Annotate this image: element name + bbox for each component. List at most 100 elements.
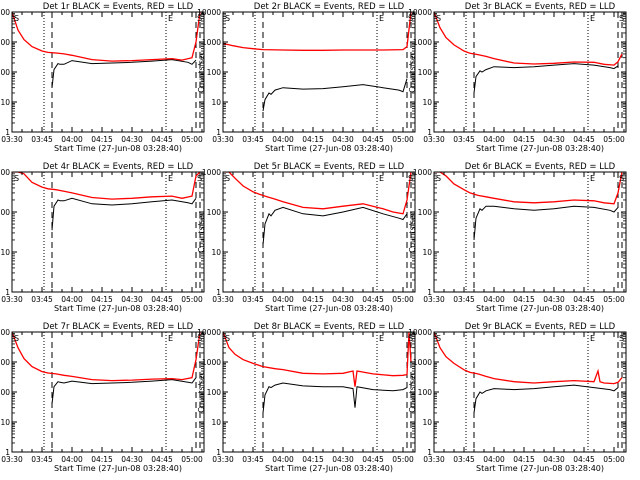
y-tick-label: 10 [0, 418, 10, 427]
x-tick-label: 03:30 [212, 295, 234, 304]
x-tick-label: 03:30 [1, 295, 23, 304]
lld-series-line [223, 172, 412, 215]
x-tick-label: 04:15 [302, 455, 324, 464]
x-tick-label: 04:30 [332, 135, 354, 144]
corner-mark: S [436, 14, 441, 23]
x-tick-label: 04:00 [61, 135, 83, 144]
corner-mark: E [590, 174, 595, 183]
corner-mark: E [168, 334, 173, 343]
lld-series-line [434, 332, 623, 385]
y-tick-label: 1000 [202, 358, 221, 367]
x-tick-label: 04:30 [121, 135, 143, 144]
corner-mark: E [379, 14, 384, 23]
y-tick-label: 1 [216, 288, 221, 297]
y-tick-label: 10000 [0, 328, 10, 337]
x-tick-label: 03:45 [31, 135, 53, 144]
panel-title: Det 7r BLACK = Events, RED = LLD [43, 322, 194, 332]
x-tick-label: 04:00 [483, 135, 505, 144]
y-tick-label: 1000 [413, 358, 432, 367]
x-tick-label: 03:45 [31, 295, 53, 304]
y-tick-label: 10 [0, 98, 10, 107]
x-tick-label: 04:45 [151, 455, 173, 464]
y-tick-label: 1000 [0, 358, 10, 367]
corner-mark: S [197, 14, 202, 23]
x-tick-label: 04:30 [121, 295, 143, 304]
events-series-line [473, 63, 619, 94]
x-tick-label: 04:30 [121, 455, 143, 464]
x-tick-label: 03:45 [453, 135, 475, 144]
events-series-line [262, 382, 408, 414]
corner-mark: S [436, 334, 441, 343]
y-tick-label: 1000 [0, 168, 10, 177]
corner-mark: S [619, 334, 624, 343]
x-tick-label: 04:00 [61, 295, 83, 304]
lld-series-line [12, 332, 201, 382]
x-tick-label: 04:45 [151, 295, 173, 304]
y-tick-label: 100 [418, 388, 433, 397]
y-tick-label: 100 [207, 208, 222, 217]
y-axis-label: Counts/sec [408, 211, 417, 252]
x-tick-label: 04:15 [91, 455, 113, 464]
x-axis-label: Start Time (27-Jun-08 03:28:40) [265, 304, 393, 313]
x-tick-label: 04:00 [61, 455, 83, 464]
plot-frame [433, 11, 627, 133]
events-series-line [262, 78, 408, 112]
x-axis-label: Start Time (27-Jun-08 03:28:40) [54, 144, 182, 153]
y-tick-label: 1000 [0, 38, 10, 47]
corner-mark: S [225, 174, 230, 183]
y-tick-label: 10 [422, 98, 432, 107]
y-tick-label: 1000 [202, 38, 221, 47]
panel-title: Det 4r BLACK = Events, RED = LLD [43, 162, 194, 172]
detector-panel: Det 5r BLACK = Events, RED = LLD 1 10 100 10… [197, 162, 416, 313]
x-tick-label: 04:15 [91, 135, 113, 144]
x-tick-label: 04:15 [302, 295, 324, 304]
y-tick-label: 10 [211, 98, 221, 107]
corner-mark: S [436, 174, 441, 183]
x-tick-label: 04:45 [362, 295, 384, 304]
y-axis-label: Counts/sec [197, 371, 206, 412]
x-tick-label: 03:30 [212, 135, 234, 144]
x-tick-label: 04:45 [573, 295, 595, 304]
x-tick-label: 03:45 [242, 295, 264, 304]
corner-mark: S [14, 334, 19, 343]
lld-series-line [223, 12, 412, 51]
y-axis-label: Counts/sec [408, 371, 417, 412]
lld-series-line [12, 172, 201, 200]
y-tick-label: 1 [427, 128, 432, 137]
corner-mark: S [14, 174, 19, 183]
lld-series-line [12, 12, 201, 62]
y-tick-label: 10000 [408, 8, 432, 17]
lld-series-line [223, 332, 412, 387]
panel-title: Det 6r BLACK = Events, RED = LLD [465, 162, 616, 172]
y-tick-label: 1 [427, 288, 432, 297]
panel-title: Det 5r BLACK = Events, RED = LLD [254, 162, 405, 172]
y-tick-label: 10000 [197, 328, 221, 337]
events-series-line [51, 377, 197, 404]
plot-frame [11, 11, 205, 133]
y-tick-label: 100 [418, 68, 433, 77]
y-tick-label: 100 [418, 208, 433, 217]
x-tick-label: 03:45 [242, 135, 264, 144]
plot-frame [433, 171, 627, 293]
x-tick-label: 03:30 [1, 135, 23, 144]
x-tick-label: 03:45 [453, 455, 475, 464]
y-tick-label: 1000 [413, 168, 432, 177]
y-axis-label: Counts/sec [197, 211, 206, 252]
x-tick-label: 04:15 [513, 135, 535, 144]
detector-panel: Det 8r BLACK = Events, RED = LLD 1 10 100 10… [197, 322, 416, 473]
y-tick-label: 100 [0, 68, 10, 77]
lld-series-line [434, 172, 623, 205]
x-tick-label: 04:15 [513, 295, 535, 304]
detector-panel: Det 3r BLACK = Events, RED = LLD 1 10 100 10… [408, 2, 627, 153]
events-series-line [473, 205, 619, 241]
y-tick-label: 1 [427, 448, 432, 457]
x-tick-label: 05:00 [181, 135, 203, 144]
x-tick-label: 03:30 [423, 135, 445, 144]
x-tick-label: 05:00 [603, 295, 625, 304]
x-tick-label: 04:30 [543, 455, 565, 464]
x-tick-label: 04:45 [573, 455, 595, 464]
plot-frame [222, 331, 416, 453]
y-tick-label: 100 [0, 388, 10, 397]
x-tick-label: 04:30 [332, 455, 354, 464]
